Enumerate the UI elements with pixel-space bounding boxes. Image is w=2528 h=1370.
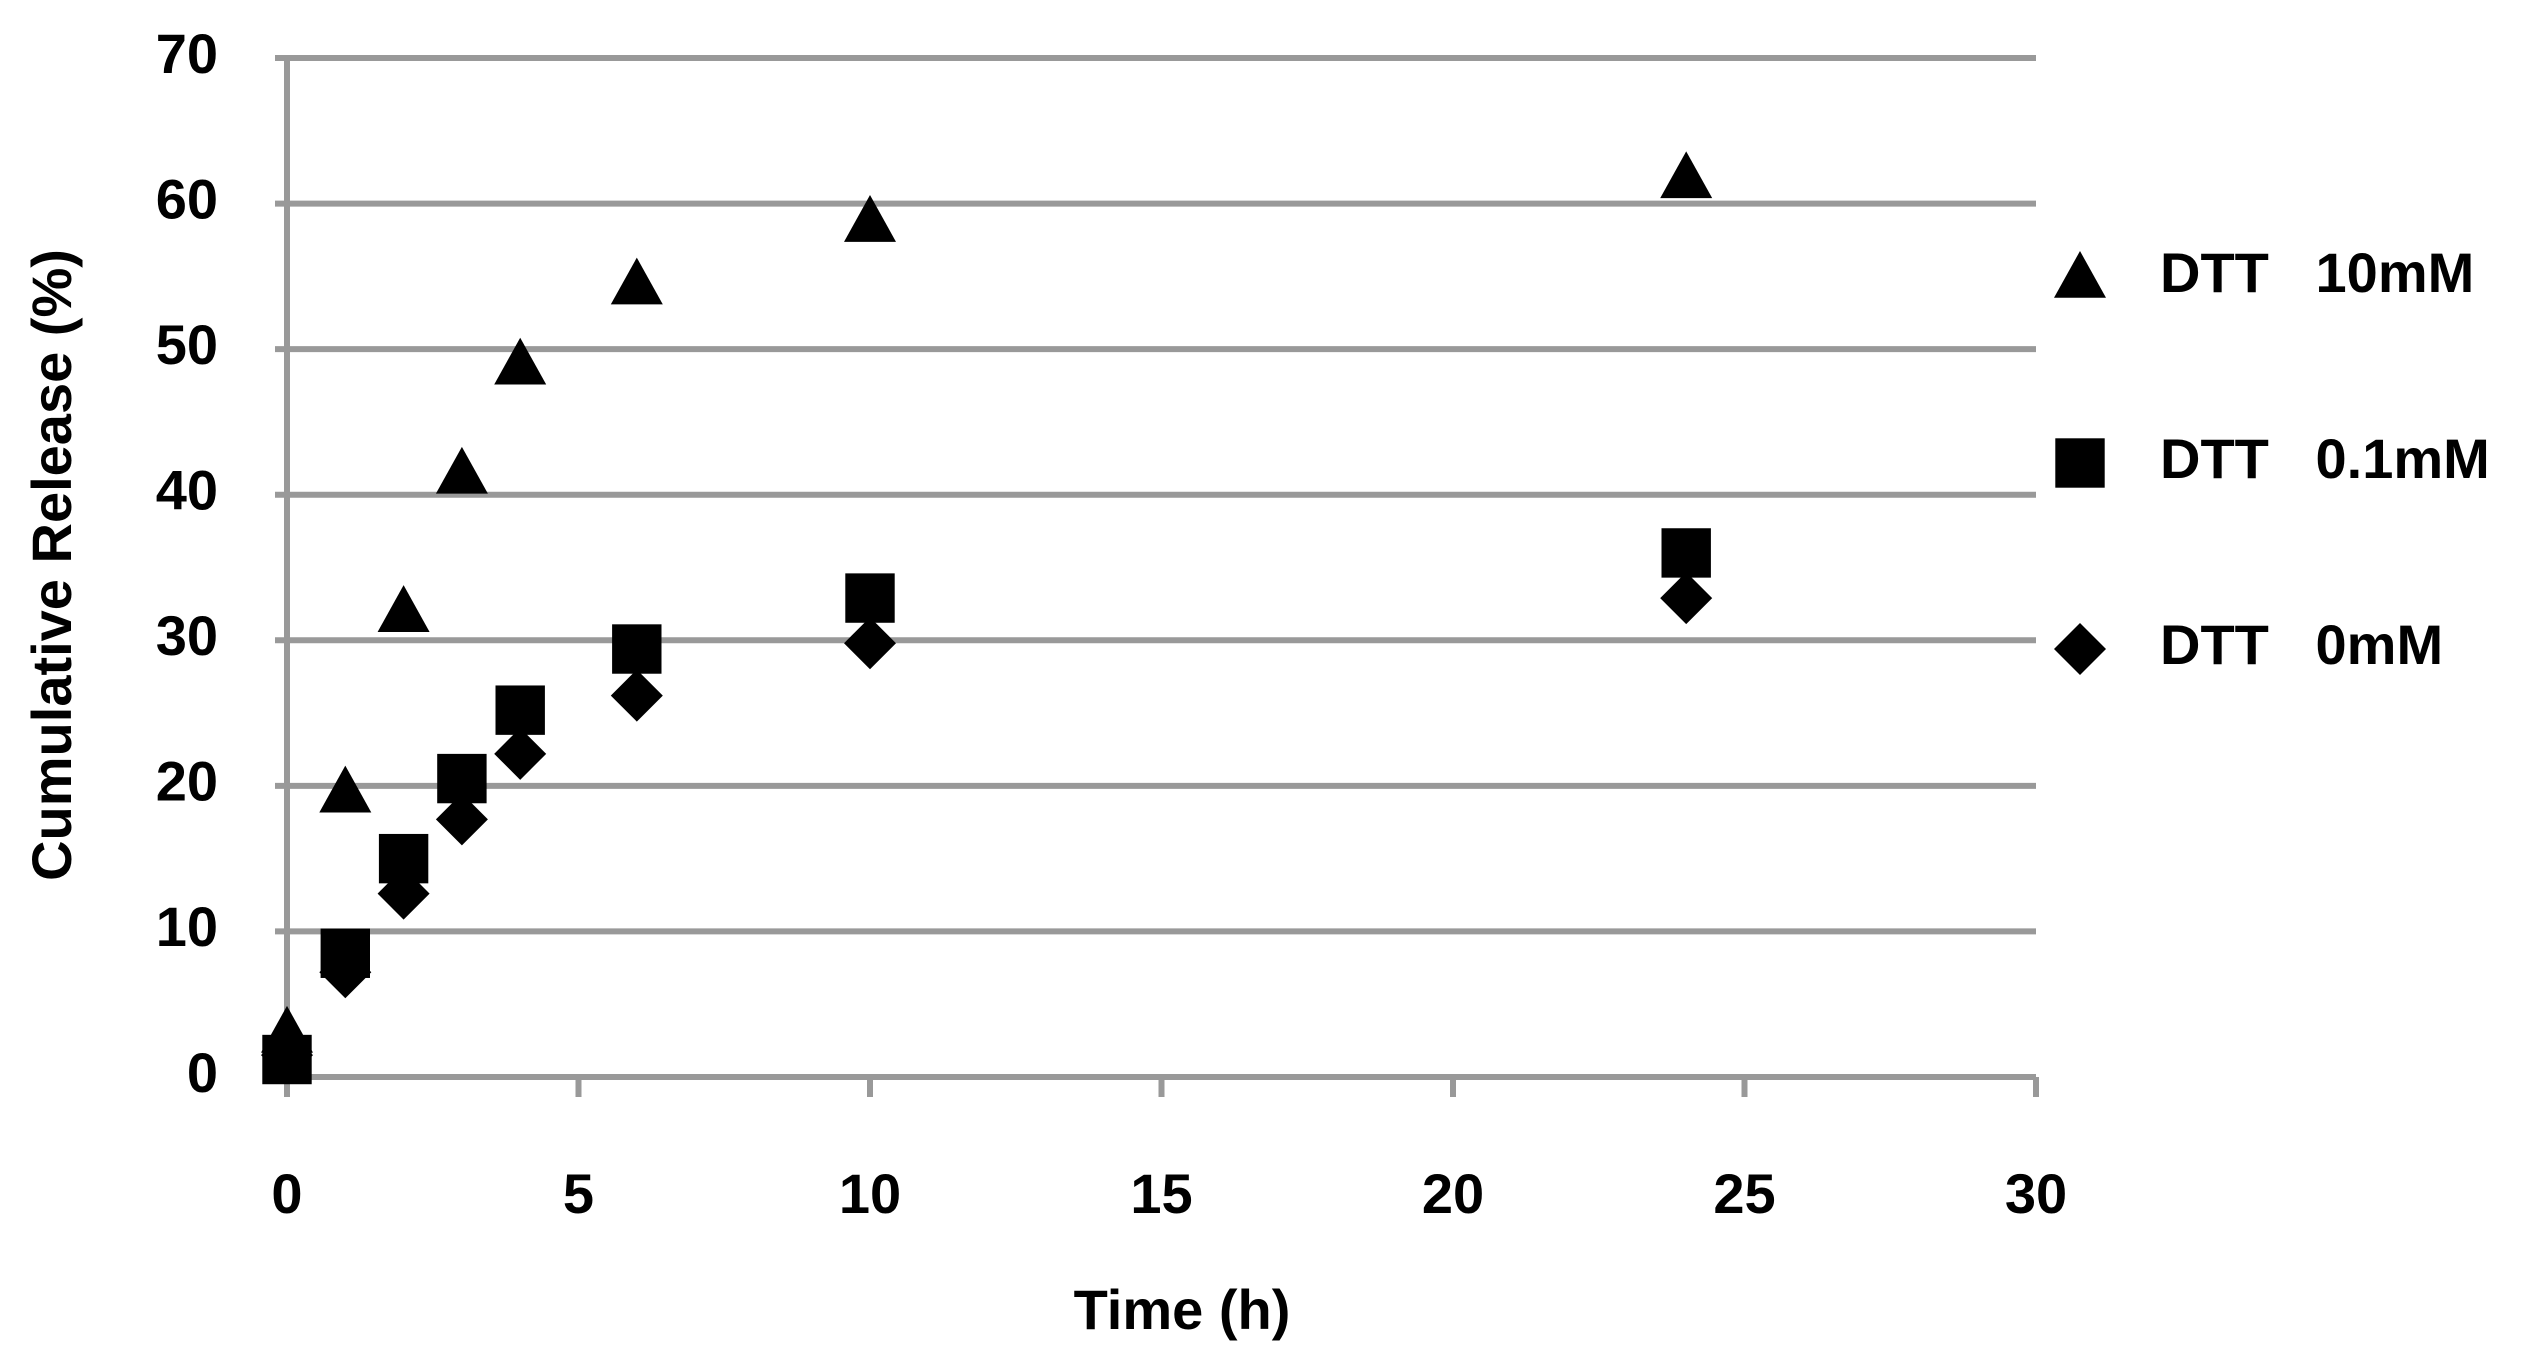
legend-marker — [2055, 438, 2105, 488]
data-point — [1660, 151, 1713, 199]
y-tick-label: 10 — [156, 895, 218, 958]
data-point — [377, 585, 430, 632]
y-tick-label: 40 — [156, 459, 218, 522]
legend-label: DTT 0.1mM — [2160, 427, 2490, 490]
x-tick-label: 0 — [271, 1162, 302, 1225]
y-axis-title: Cumulative Release (%) — [20, 249, 83, 881]
data-point — [610, 257, 663, 305]
legend-label: DTT 0mM — [2160, 613, 2443, 676]
y-tick-label: 20 — [156, 750, 218, 813]
data-point — [1661, 528, 1711, 578]
x-tick-label: 25 — [1713, 1162, 1775, 1225]
data-point — [845, 573, 895, 623]
data-point — [844, 617, 896, 670]
y-tick-label: 30 — [156, 604, 218, 667]
x-tick-label: 20 — [1422, 1162, 1484, 1225]
legend-label: DTT 10mM — [2160, 241, 2474, 304]
x-tick-label: 30 — [2005, 1162, 2067, 1225]
data-point — [261, 1029, 313, 1082]
y-tick-label: 60 — [156, 167, 218, 230]
x-tick-label: 10 — [839, 1162, 901, 1225]
data-point — [377, 867, 430, 920]
data-point — [435, 446, 488, 494]
data-point — [494, 337, 547, 385]
x-tick-label: 5 — [563, 1162, 594, 1225]
data-point — [435, 793, 488, 846]
legend-marker — [2054, 251, 2106, 298]
y-tick-label: 70 — [156, 22, 218, 85]
data-point — [610, 669, 663, 722]
data-point — [319, 765, 372, 813]
legend-marker — [2054, 623, 2106, 675]
y-tick-label: 50 — [156, 313, 218, 376]
data-point — [319, 946, 372, 999]
x-axis-title: Time (h) — [1074, 1278, 1291, 1341]
y-tick-label: 0 — [187, 1041, 218, 1104]
x-tick-label: 15 — [1130, 1162, 1192, 1225]
data-point — [495, 685, 545, 735]
data-point — [612, 624, 662, 674]
data-point — [1660, 572, 1713, 625]
data-point — [844, 195, 896, 242]
data-point — [494, 727, 547, 780]
